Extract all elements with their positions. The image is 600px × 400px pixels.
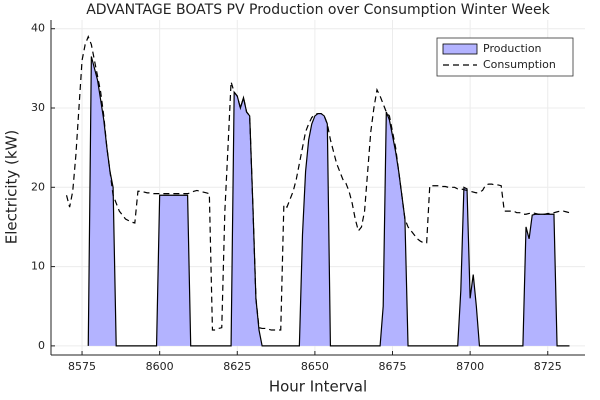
x-tick-label: 8600	[146, 360, 174, 373]
x-axis-label: Hour Interval	[269, 378, 367, 396]
x-tick-label: 8700	[456, 360, 484, 373]
legend-label: Production	[483, 42, 542, 55]
y-axis-label: Electricity (kW)	[3, 130, 21, 245]
y-tick-label: 0	[38, 339, 45, 352]
x-tick-label: 8575	[68, 360, 96, 373]
y-tick-label: 10	[31, 260, 45, 273]
area-outline	[87, 56, 570, 347]
x-tick-label: 8725	[534, 360, 562, 373]
x-tick-label: 8675	[379, 360, 407, 373]
area-fill	[88, 56, 570, 346]
chart-title: ADVANTAGE BOATS PV Production over Consu…	[86, 2, 550, 18]
x-tick-label: 8625	[223, 360, 251, 373]
legend-label: Consumption	[483, 58, 556, 71]
y-tick-label: 40	[31, 22, 45, 35]
x-tick-label: 8650	[301, 360, 329, 373]
y-tick-label: 30	[31, 101, 45, 114]
legend-swatch	[442, 43, 478, 55]
y-tick-label: 20	[31, 180, 45, 193]
line	[65, 35, 570, 331]
